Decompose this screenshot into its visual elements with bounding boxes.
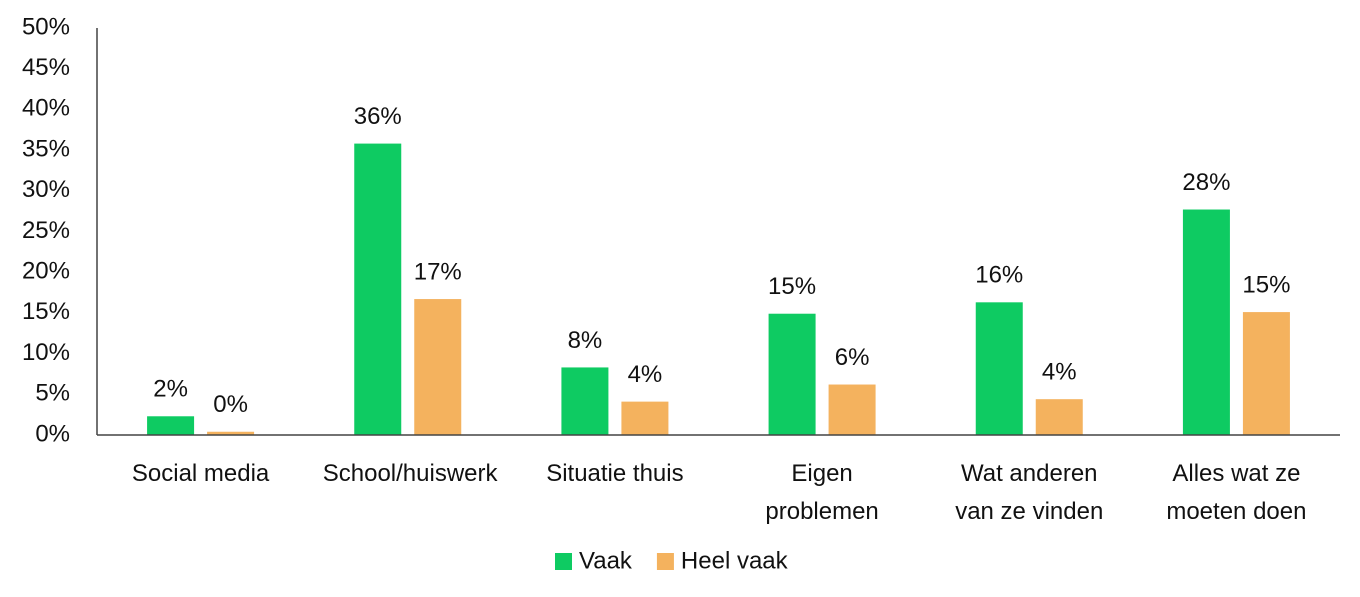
x-tick-label: Social media bbox=[131, 460, 270, 487]
value-label: 15% bbox=[1242, 271, 1290, 298]
x-tick-label: Eigen problemen bbox=[765, 460, 879, 525]
value-label: 0% bbox=[213, 391, 248, 418]
value-label: 17% bbox=[414, 258, 462, 285]
value-label: 36% bbox=[354, 103, 402, 130]
bar bbox=[621, 401, 669, 435]
bar bbox=[147, 416, 195, 435]
value-label: 6% bbox=[835, 344, 870, 371]
legend-label: Vaak bbox=[579, 547, 633, 574]
bar bbox=[975, 302, 1023, 435]
y-tick-label: 10% bbox=[22, 339, 70, 366]
legend-label: Heel vaak bbox=[681, 547, 789, 574]
bar bbox=[414, 299, 462, 435]
y-tick-label: 35% bbox=[22, 135, 70, 162]
bar bbox=[1242, 312, 1290, 435]
y-tick-label: 5% bbox=[35, 380, 70, 407]
y-tick-label: 15% bbox=[22, 298, 70, 325]
y-tick-label: 40% bbox=[22, 95, 70, 122]
bar bbox=[828, 384, 876, 435]
value-label: 28% bbox=[1182, 169, 1230, 196]
x-tick-label: Wat anderen van ze vinden bbox=[955, 460, 1104, 525]
y-tick-label: 30% bbox=[22, 176, 70, 203]
value-label: 4% bbox=[628, 361, 663, 388]
y-tick-label: 25% bbox=[22, 217, 70, 244]
bar bbox=[207, 431, 255, 435]
x-tick-label: School/huiswerk bbox=[322, 460, 498, 487]
bar bbox=[1035, 399, 1083, 435]
value-label: 2% bbox=[153, 376, 188, 403]
bar bbox=[354, 143, 402, 435]
y-tick-label: 0% bbox=[35, 420, 70, 447]
value-label: 15% bbox=[768, 273, 816, 300]
value-label: 16% bbox=[975, 262, 1023, 289]
x-tick-label: Situatie thuis bbox=[546, 460, 684, 487]
x-tick-label: Alles wat ze moeten doen bbox=[1166, 460, 1307, 525]
bar bbox=[1182, 209, 1230, 435]
y-tick-label: 50% bbox=[22, 13, 70, 40]
bar bbox=[768, 313, 816, 435]
bar bbox=[561, 367, 609, 435]
legend-swatch bbox=[555, 553, 572, 570]
value-label: 4% bbox=[1042, 359, 1077, 386]
y-tick-label: 20% bbox=[22, 258, 70, 285]
value-label: 8% bbox=[568, 327, 603, 354]
y-tick-label: 45% bbox=[22, 54, 70, 81]
legend-swatch bbox=[656, 553, 674, 570]
